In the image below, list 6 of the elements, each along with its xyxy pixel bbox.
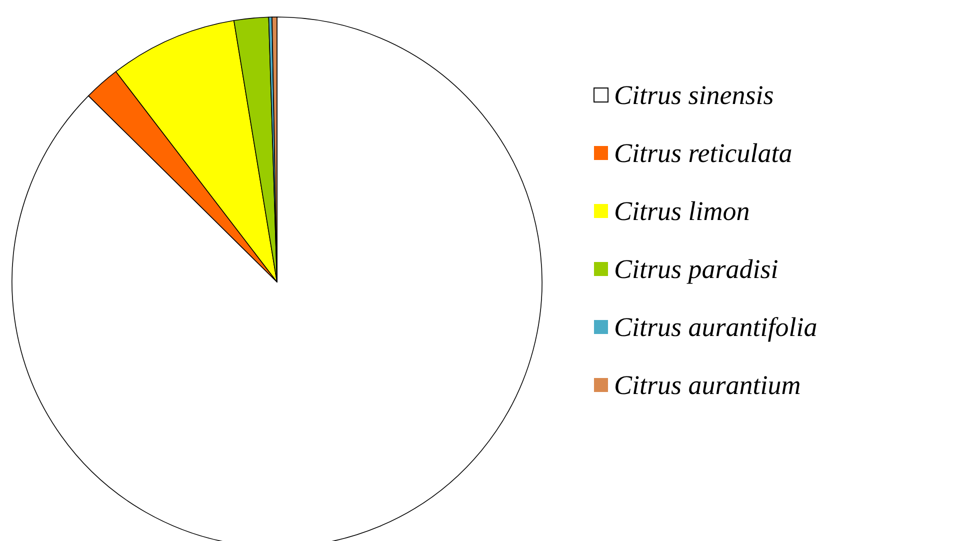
legend-label: Citrus aurantium [614,370,801,400]
legend-label: Citrus sinensis [614,80,774,110]
legend-label: Citrus aurantifolia [614,312,818,342]
legend-label: Citrus reticulata [614,138,792,168]
legend-label: Citrus paradisi [614,254,778,284]
legend-label: Citrus limon [614,196,750,226]
